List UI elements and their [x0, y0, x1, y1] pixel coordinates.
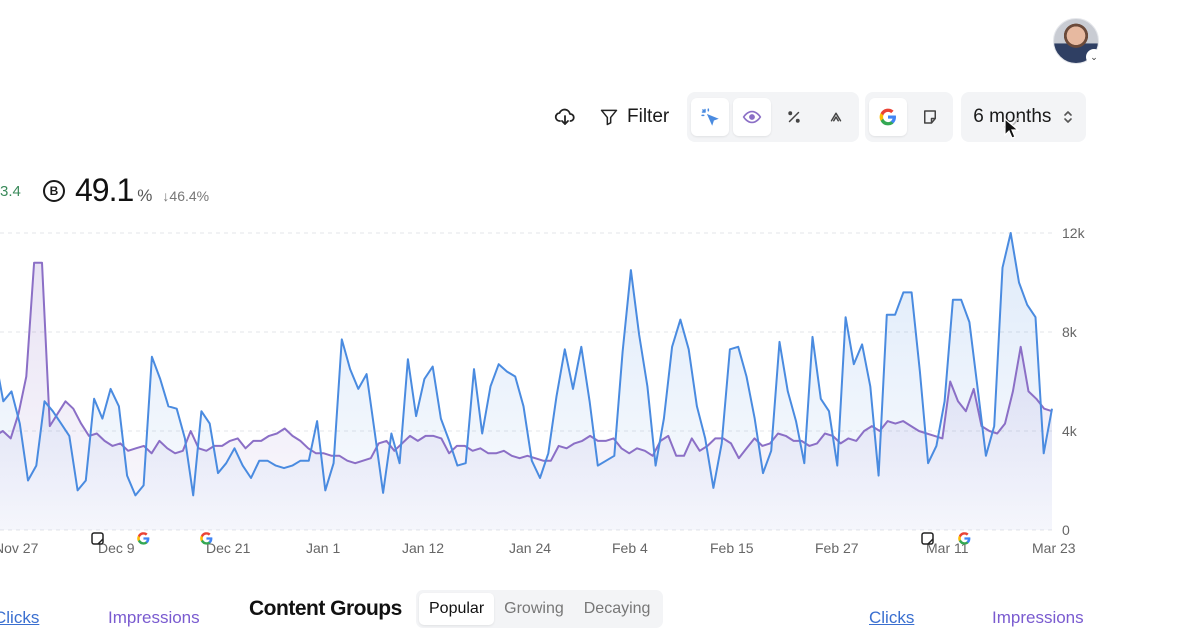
position-metric: B 49.1 % ↓46.4% — [43, 172, 209, 209]
filter-label: Filter — [627, 106, 670, 127]
notes-toggle[interactable] — [911, 98, 949, 136]
percent-icon — [788, 111, 800, 123]
metric-value: 49.1 — [75, 172, 134, 208]
user-avatar[interactable]: ⌄ — [1053, 18, 1102, 65]
performance-chart: 12k 8k 4k 0 Nov 27 Dec 9 Dec 21 Jan 1 Jan 12 Jan… — [0, 225, 1086, 556]
x-tick-label: Nov 27 — [0, 540, 39, 556]
x-tick-label: Dec 9 — [98, 540, 135, 556]
impressions-line — [0, 261, 1053, 465]
x-tick-label: Jan 1 — [306, 540, 340, 556]
google-update-marker-icon[interactable] — [200, 532, 213, 545]
metric-partial-value: 3.4 — [0, 183, 21, 200]
position-icon — [830, 112, 842, 122]
sticky-note-icon — [924, 110, 937, 124]
date-range-select[interactable]: 6 months — [961, 92, 1087, 142]
eye-icon — [742, 110, 762, 124]
annotation-toggle-group — [865, 92, 954, 142]
x-tick-label: Dec 21 — [206, 540, 251, 556]
y-tick-label: 4k — [1062, 423, 1078, 439]
filter-icon — [600, 109, 618, 126]
cloud-download-icon — [554, 108, 575, 125]
metric-toggle-group — [687, 92, 860, 142]
mouse-pointer-icon — [1004, 118, 1020, 139]
note-marker-icon[interactable] — [91, 532, 104, 545]
y-tick-label: 12k — [1062, 225, 1086, 241]
google-update-marker-icon[interactable] — [958, 532, 971, 545]
google-updates-toggle[interactable] — [869, 98, 908, 136]
cursor-click-icon — [701, 108, 719, 126]
note-marker-icon[interactable] — [921, 532, 934, 545]
y-tick-label: 0 — [1062, 522, 1070, 538]
left-impressions-link[interactable]: Impressions — [108, 608, 200, 627]
position-toggle[interactable] — [817, 98, 855, 136]
x-tick-label: Jan 12 — [402, 540, 444, 556]
chevron-down-icon: ⌄ — [1086, 49, 1102, 65]
date-range-label: 6 months — [973, 106, 1052, 127]
x-tick-label: Feb 27 — [815, 540, 859, 556]
clicks-toggle[interactable] — [691, 98, 730, 136]
left-clicks-link[interactable]: Clicks — [0, 608, 40, 627]
metric-badge-icon: B — [43, 179, 65, 202]
right-impressions-link[interactable]: Impressions — [992, 608, 1084, 627]
filter-button[interactable]: Filter — [585, 97, 681, 137]
impressions-toggle[interactable] — [733, 98, 772, 136]
content-groups-title: Content Groups — [249, 597, 402, 620]
right-clicks-link[interactable]: Clicks — [869, 608, 915, 627]
clicks-area — [0, 233, 1052, 530]
chart-toolbar: Filter — [545, 92, 1087, 142]
google-icon — [879, 108, 897, 126]
y-tick-label: 8k — [1062, 324, 1078, 340]
tab-popular[interactable]: Popular — [419, 593, 495, 625]
metric-delta: ↓46.4% — [162, 188, 210, 204]
tab-decaying[interactable]: Decaying — [583, 600, 651, 617]
x-tick-label: Mar 23 — [1032, 540, 1076, 556]
x-tick-label: Mar 11 — [926, 540, 969, 556]
ctr-toggle[interactable] — [775, 98, 813, 136]
content-groups-tabs: Popular Growing Decaying — [416, 590, 664, 628]
metric-unit: % — [137, 186, 153, 205]
cloud-download-button[interactable] — [545, 97, 585, 137]
tab-growing[interactable]: Growing — [504, 600, 564, 617]
x-tick-label: Jan 24 — [509, 540, 551, 556]
chevron-up-down-icon — [1064, 111, 1073, 123]
x-tick-label: Feb 4 — [612, 540, 648, 556]
bottom-section: Clicks Impressions Content Groups Popula… — [0, 590, 1200, 630]
x-tick-label: Feb 15 — [710, 540, 754, 556]
clicks-line — [0, 232, 1053, 497]
google-update-marker-icon[interactable] — [137, 532, 150, 545]
